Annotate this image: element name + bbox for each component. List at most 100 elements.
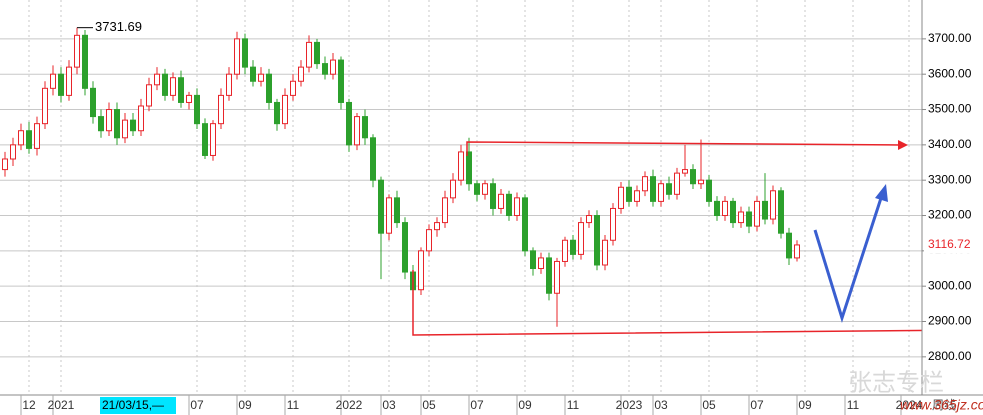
x-tick-label: 05	[702, 398, 716, 412]
candle-body	[570, 239, 576, 255]
candle-body	[242, 38, 248, 68]
candle-body	[18, 130, 24, 146]
candle-body	[514, 197, 520, 217]
candle-body	[642, 176, 648, 192]
candle-body	[450, 179, 456, 199]
candle-body	[586, 215, 592, 224]
y-tick-label: 3200.00	[928, 208, 972, 222]
candle-body	[682, 169, 688, 174]
grid	[0, 0, 922, 395]
y-tick-label: 3700.00	[928, 31, 972, 45]
candle-body	[34, 123, 40, 149]
axes: 2800.002900.003000.003100.003200.003300.…	[20, 31, 972, 415]
x-tick-label: 03	[654, 398, 668, 412]
candle-body	[338, 59, 344, 103]
candle-body	[770, 190, 776, 220]
candle-body	[538, 257, 544, 270]
candle-body	[754, 200, 760, 227]
candle-body	[250, 66, 256, 82]
last-price-label: 3116.72	[928, 237, 971, 251]
last-price-box	[924, 235, 982, 254]
x-tick-label: 09	[518, 398, 532, 412]
candle-body	[106, 109, 112, 132]
x-tick-label: 11	[567, 398, 580, 412]
candle-body	[130, 119, 136, 132]
candle-body	[506, 193, 512, 217]
x-tick-label: 07	[470, 398, 484, 412]
candle-body	[706, 179, 712, 202]
candle-body	[170, 77, 176, 96]
candle-body	[530, 250, 536, 270]
x-tick-label: 2023	[616, 398, 643, 412]
support-line	[412, 270, 973, 336]
x-tick-label: 07	[750, 398, 764, 412]
candle-body	[394, 197, 400, 224]
candle-body	[522, 197, 528, 252]
candles: 3731.69	[2, 19, 800, 335]
candle-body	[490, 183, 496, 209]
candle-body	[290, 80, 296, 96]
candle-body	[474, 183, 480, 195]
candle-body	[194, 94, 200, 125]
y-tick-label: 3000.00	[928, 278, 972, 292]
candle-body	[114, 109, 120, 139]
candle-body	[314, 41, 320, 65]
x-tick-label: 2022	[336, 398, 363, 412]
candle-body	[26, 130, 32, 149]
candle-body	[778, 190, 784, 234]
resistance-line	[466, 141, 901, 156]
candle-body	[650, 176, 656, 202]
candle-body	[442, 197, 448, 224]
candle-body	[10, 144, 16, 160]
candle-body	[458, 151, 464, 181]
candle-body	[618, 186, 624, 209]
candle-body	[298, 66, 304, 82]
candle-body	[730, 200, 736, 224]
candle-body	[594, 215, 600, 266]
candle-body	[322, 63, 328, 75]
candle-body	[418, 250, 424, 291]
candle-body	[666, 183, 672, 195]
candle-body	[274, 101, 280, 125]
max-label: 3731.69	[95, 19, 142, 34]
x-tick-label: 09	[798, 398, 812, 412]
candle-body	[386, 197, 392, 234]
candle-body	[258, 73, 264, 82]
candle-body	[282, 94, 288, 125]
candle-body	[2, 158, 8, 171]
watermark: 张志专栏	[848, 369, 944, 396]
candle-body	[378, 179, 384, 234]
candle-body	[98, 116, 104, 132]
candle-body	[58, 73, 64, 96]
forecast-path	[813, 194, 884, 323]
x-tick-label: 2024	[896, 398, 923, 412]
candle-body	[154, 73, 160, 86]
candle-body	[370, 137, 376, 181]
candle-body	[138, 105, 144, 132]
candle-body	[42, 87, 48, 125]
candle-body	[794, 244, 800, 259]
candle-body	[66, 66, 72, 96]
candle-body	[634, 190, 640, 202]
x-tick-label: 09	[238, 398, 252, 412]
candle-body	[626, 186, 632, 202]
y-tick-label: 3500.00	[928, 102, 972, 116]
arrow-head	[875, 184, 888, 202]
candle-body	[330, 59, 336, 75]
y-tick-label: 3400.00	[928, 137, 972, 151]
candle-body	[162, 73, 168, 96]
y-tick-label: 2900.00	[928, 314, 972, 328]
cursor-label: 21/03/15,—	[102, 398, 164, 412]
candle-body	[554, 260, 560, 294]
candle-body	[434, 222, 440, 231]
x-tick-label: 05	[422, 398, 436, 412]
candle-body	[562, 239, 568, 262]
candle-body	[50, 73, 56, 89]
x-tick-label: 11	[287, 398, 300, 412]
candle-body	[698, 179, 704, 185]
candle-body	[226, 73, 232, 96]
candle-body	[786, 232, 792, 259]
candle-body	[690, 169, 696, 185]
candle-body	[738, 211, 744, 224]
candle-body	[202, 123, 208, 156]
